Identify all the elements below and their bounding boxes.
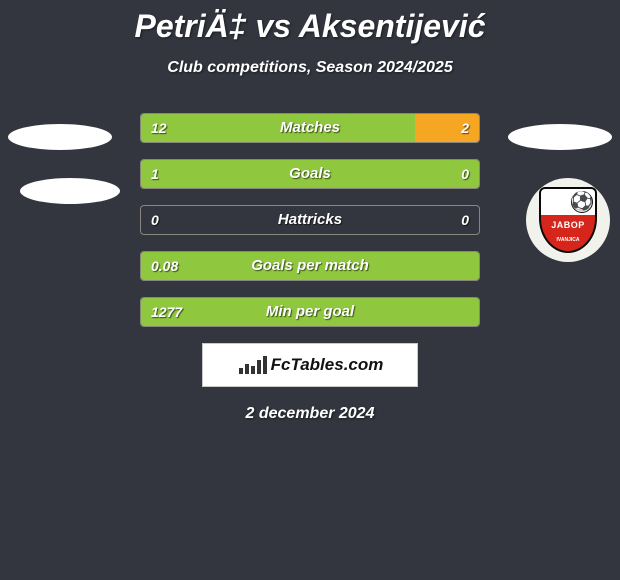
bar-value-left: 0.08 xyxy=(151,252,178,280)
bar-label: Min per goal xyxy=(141,298,479,326)
bar-value-right: 2 xyxy=(461,114,469,142)
bar-value-left: 1 xyxy=(151,160,159,188)
bar-label: Goals xyxy=(141,160,479,188)
bar-value-left: 1277 xyxy=(151,298,182,326)
fctables-watermark: FcTables.com xyxy=(202,343,418,387)
bar-value-right: 0 xyxy=(461,206,469,234)
page-subtitle: Club competitions, Season 2024/2025 xyxy=(0,59,620,77)
comparison-content: Matches122Goals10Hattricks00Goals per ma… xyxy=(0,113,620,423)
stat-bar: Goals per match0.08 xyxy=(140,251,480,281)
stat-bar: Hattricks0 0 xyxy=(140,205,480,235)
stat-bar: Goals1 0 xyxy=(140,159,480,189)
fctables-label: FcTables.com xyxy=(271,355,384,375)
stat-bar: Min per goal1277 xyxy=(140,297,480,327)
bar-chart-icon xyxy=(239,356,267,374)
bar-label: Hattricks xyxy=(141,206,479,234)
date-label: 2 december 2024 xyxy=(0,405,620,423)
bar-label: Goals per match xyxy=(141,252,479,280)
bars-container: Matches122Goals10Hattricks00Goals per ma… xyxy=(140,113,480,327)
bar-value-left: 0 xyxy=(151,206,159,234)
stat-bar: Matches12 2 xyxy=(140,113,480,143)
page-title: PetriÄ‡ vs Aksentijević xyxy=(0,0,620,45)
bar-label: Matches xyxy=(141,114,479,142)
bar-value-left: 12 xyxy=(151,114,167,142)
bar-value-right: 0 xyxy=(461,160,469,188)
